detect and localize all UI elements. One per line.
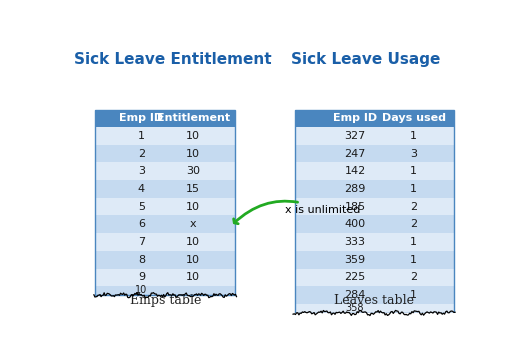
- Text: 15: 15: [186, 184, 200, 194]
- Bar: [96, 215, 235, 233]
- Bar: [96, 269, 235, 286]
- Text: 185: 185: [344, 202, 365, 212]
- Bar: [96, 180, 235, 198]
- Bar: [96, 110, 235, 295]
- Bar: [96, 198, 235, 215]
- Text: 2: 2: [410, 202, 417, 212]
- Text: 359: 359: [344, 255, 365, 265]
- Bar: [295, 215, 454, 233]
- Text: 10: 10: [186, 149, 200, 158]
- Text: Entitlement: Entitlement: [156, 113, 230, 124]
- Text: 1: 1: [410, 255, 417, 265]
- Text: 284: 284: [344, 290, 366, 300]
- Bar: [295, 286, 454, 304]
- Bar: [96, 145, 235, 162]
- Text: 327: 327: [344, 131, 365, 141]
- Bar: [295, 233, 454, 251]
- Text: 6: 6: [138, 219, 145, 230]
- Text: x is unlimited: x is unlimited: [233, 201, 361, 224]
- Text: 1: 1: [138, 131, 145, 141]
- Text: 9: 9: [138, 272, 145, 282]
- Bar: [295, 251, 454, 269]
- Text: 10: 10: [186, 237, 200, 247]
- Bar: [295, 127, 454, 145]
- Text: 7: 7: [138, 237, 145, 247]
- Text: 8: 8: [138, 255, 145, 265]
- Bar: [295, 110, 454, 127]
- Bar: [295, 162, 454, 180]
- Text: 30: 30: [186, 166, 200, 176]
- Text: 358: 358: [346, 303, 364, 313]
- Bar: [295, 145, 454, 162]
- Text: 142: 142: [344, 166, 365, 176]
- Text: 5: 5: [138, 202, 145, 212]
- Text: 4: 4: [138, 184, 145, 194]
- Text: 2: 2: [138, 149, 145, 158]
- Bar: [295, 180, 454, 198]
- Text: 1: 1: [410, 290, 417, 300]
- Text: 3: 3: [410, 149, 417, 158]
- Text: 3: 3: [138, 166, 145, 176]
- Bar: [96, 233, 235, 251]
- Text: 225: 225: [344, 272, 365, 282]
- Text: 10: 10: [186, 131, 200, 141]
- Text: x: x: [190, 219, 196, 230]
- Text: 247: 247: [344, 149, 366, 158]
- Text: 1: 1: [410, 237, 417, 247]
- Text: Leaves table: Leaves table: [334, 294, 414, 307]
- Text: 10: 10: [186, 272, 200, 282]
- Text: Sick Leave Usage: Sick Leave Usage: [291, 52, 440, 67]
- Bar: [295, 110, 454, 313]
- Bar: [96, 286, 235, 295]
- Text: 10: 10: [135, 285, 148, 295]
- Bar: [295, 198, 454, 215]
- Text: 400: 400: [344, 219, 365, 230]
- Text: Emp ID: Emp ID: [119, 113, 164, 124]
- Text: Sick Leave Entitlement: Sick Leave Entitlement: [74, 52, 271, 67]
- Text: 1: 1: [410, 166, 417, 176]
- Bar: [295, 304, 454, 313]
- Text: 289: 289: [344, 184, 366, 194]
- Bar: [96, 110, 235, 127]
- Bar: [295, 269, 454, 286]
- Text: 1: 1: [410, 131, 417, 141]
- Bar: [96, 162, 235, 180]
- Text: 333: 333: [344, 237, 365, 247]
- Bar: [96, 127, 235, 145]
- Text: Emp ID: Emp ID: [333, 113, 377, 124]
- Text: 10: 10: [186, 202, 200, 212]
- Text: Days used: Days used: [382, 113, 446, 124]
- Text: 2: 2: [410, 219, 417, 230]
- Text: Emps table: Emps table: [129, 294, 201, 307]
- Bar: [96, 251, 235, 269]
- Text: 2: 2: [410, 272, 417, 282]
- Text: 10: 10: [186, 255, 200, 265]
- Text: 1: 1: [410, 184, 417, 194]
